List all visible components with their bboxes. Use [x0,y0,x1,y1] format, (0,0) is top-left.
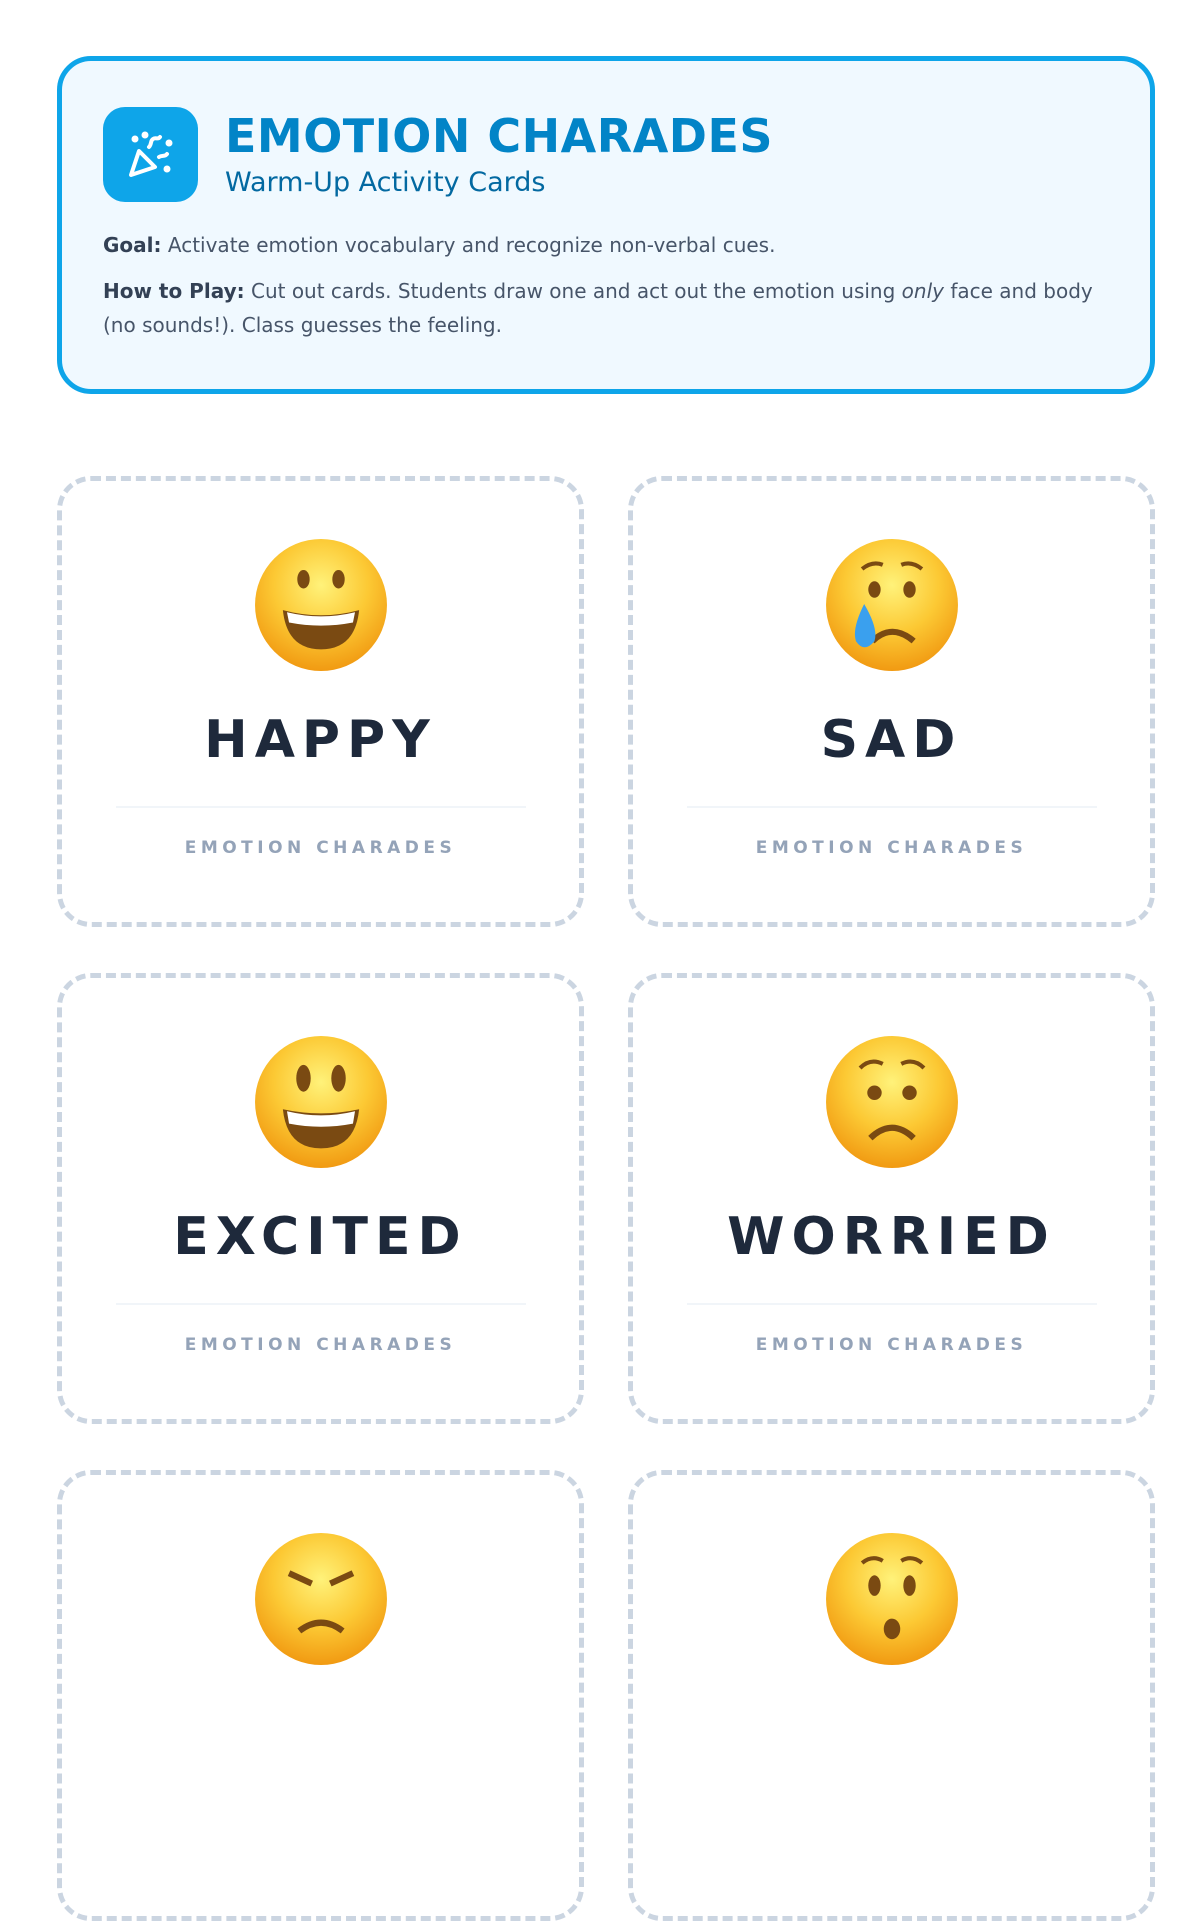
page-title: EMOTION CHARADES [225,108,774,163]
grinning-big-eyes-face-icon [254,1036,387,1168]
party-popper-icon [103,107,198,202]
hushed-face-icon [825,1533,958,1665]
emotion-card [628,1470,1155,1921]
crying-face-icon [825,539,958,671]
card-footer: EMOTION CHARADES [755,838,1028,858]
emotion-card: HAPPY EMOTION CHARADES [57,476,584,927]
how-to-play-text: How to Play: Cut out cards. Students dra… [103,279,1093,337]
emotion-word: SAD [820,710,963,770]
card-divider [686,1303,1097,1305]
card-grid: HAPPY EMOTION CHARADES SAD EMOTION CHARAD… [57,476,1155,1921]
emotion-word: HAPPY [204,710,437,770]
card-divider [115,806,526,808]
card-divider [686,806,1097,808]
card-footer: EMOTION CHARADES [184,1335,457,1355]
emotion-card: SAD EMOTION CHARADES [628,476,1155,927]
header-panel: EMOTION CHARADES Warm-Up Activity Cards … [57,56,1155,394]
worried-face-icon [825,1036,958,1168]
card-footer: EMOTION CHARADES [755,1335,1028,1355]
card-footer: EMOTION CHARADES [184,838,457,858]
emotion-card: EXCITED EMOTION CHARADES [57,973,584,1424]
card-divider [115,1303,526,1305]
angry-face-icon [254,1533,387,1665]
page-subtitle: Warm-Up Activity Cards [225,167,546,199]
emotion-word: EXCITED [173,1207,468,1267]
goal-text: Goal: Activate emotion vocabulary and re… [103,233,776,257]
grinning-face-icon [254,539,387,671]
emotion-card: WORRIED EMOTION CHARADES [628,973,1155,1424]
emotion-word: WORRIED [727,1207,1056,1267]
emotion-card [57,1470,584,1921]
